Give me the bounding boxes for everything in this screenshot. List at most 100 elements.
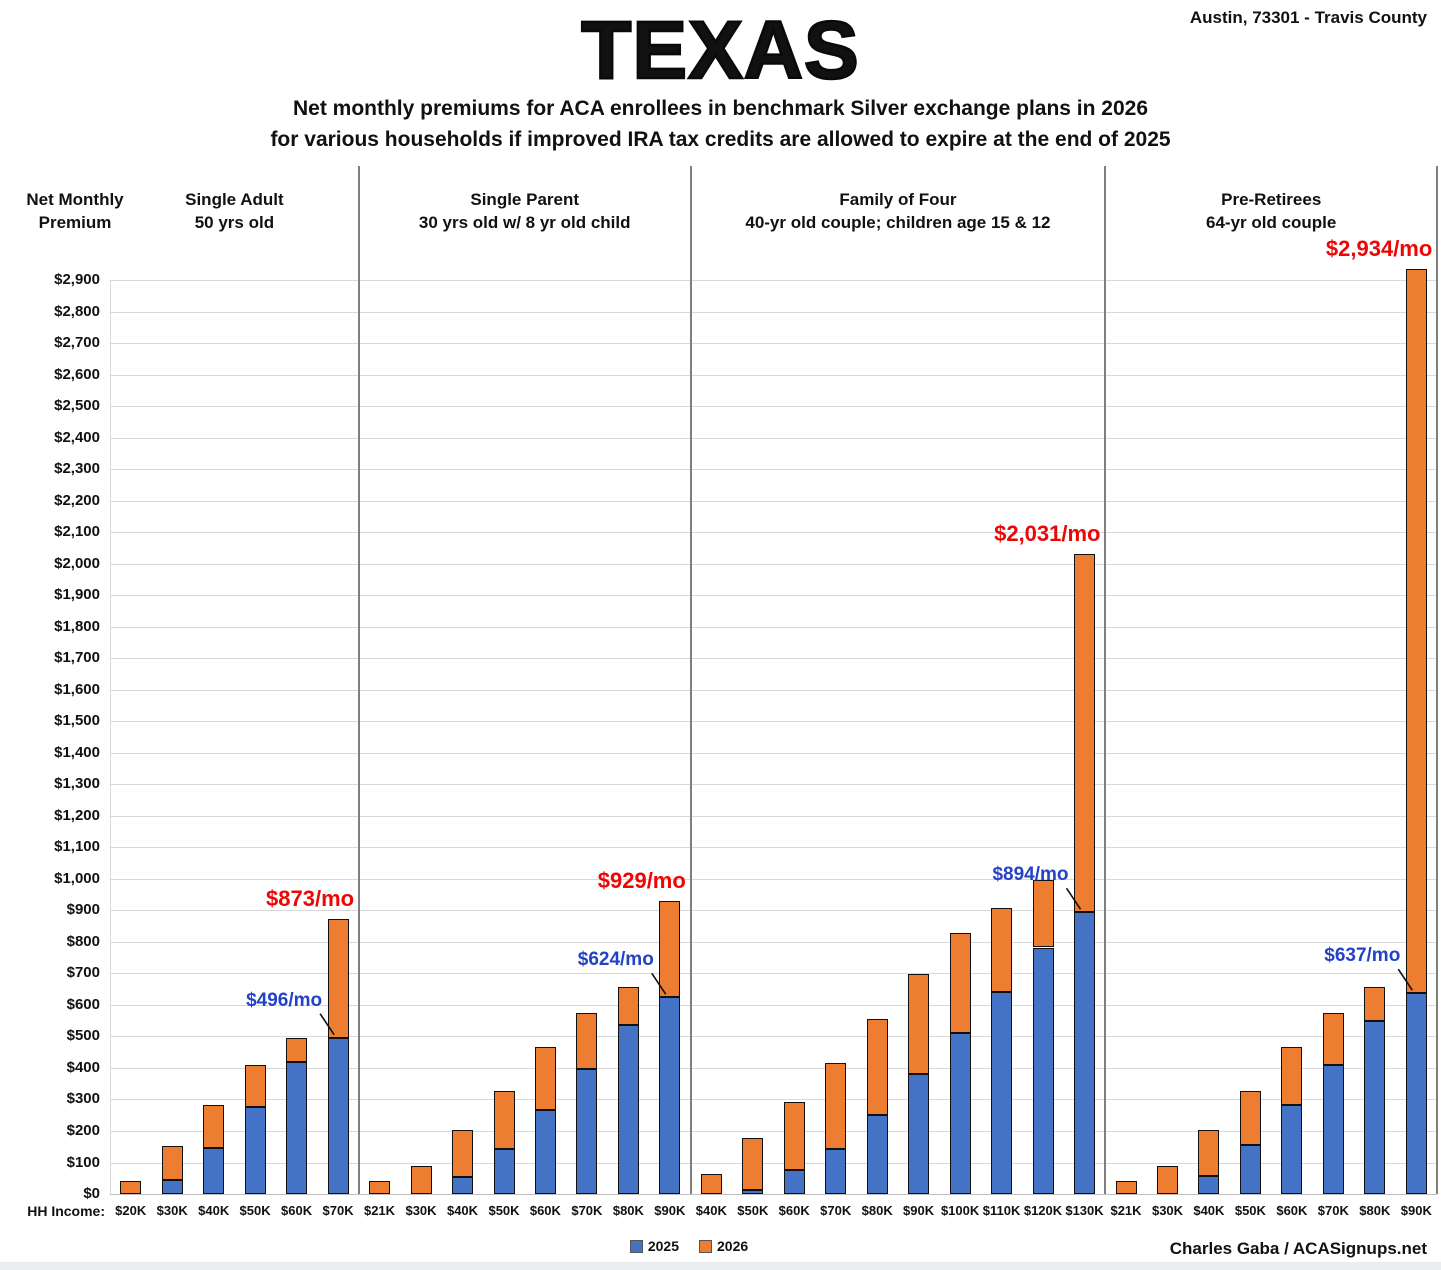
x-axis-tick-label: $130K bbox=[1065, 1203, 1104, 1218]
gridline bbox=[110, 437, 1437, 439]
y-axis-tick-label: $2,700 bbox=[54, 334, 100, 351]
bar-segment-2026 bbox=[825, 1063, 847, 1150]
x-axis-tick-label: $70K bbox=[1317, 1203, 1349, 1218]
chart-legend: 2025 2026 bbox=[0, 1238, 1378, 1254]
bar-segment-2025 bbox=[949, 1032, 971, 1194]
x-axis-tick-label: $21K bbox=[1110, 1203, 1142, 1218]
bar-segment-2026 bbox=[949, 933, 971, 1033]
chart-title: TEXAS bbox=[0, 4, 1441, 98]
bar-segment-2026 bbox=[327, 918, 349, 1038]
gridline bbox=[110, 1099, 1437, 1101]
y-axis-tick-label: $2,200 bbox=[54, 491, 100, 509]
bar-segment-2025 bbox=[825, 1149, 847, 1194]
y-axis-tick-label: $200 bbox=[66, 1122, 100, 1139]
callout-2026-label: $929/mo bbox=[597, 868, 686, 894]
x-axis-tick-label: $50K bbox=[239, 1203, 271, 1218]
panel-title-line2: 40-yr old couple; children age 15 & 12 bbox=[745, 213, 1051, 232]
y-axis-tick-label: $400 bbox=[66, 1058, 100, 1076]
x-axis-tick-label: $80K bbox=[861, 1203, 893, 1218]
legend-item-2025: 2025 bbox=[629, 1238, 679, 1254]
chart-subtitle-line2: for various households if improved IRA t… bbox=[270, 128, 1171, 151]
x-axis-tick-label: $40K bbox=[198, 1203, 230, 1218]
gridline bbox=[110, 784, 1437, 786]
gridline bbox=[110, 563, 1437, 565]
bar-segment-2026 bbox=[1281, 1046, 1303, 1105]
bar-segment-2026 bbox=[1115, 1181, 1137, 1194]
y-axis-tick-label: $900 bbox=[66, 901, 100, 919]
x-axis-tick-label: $120K bbox=[1023, 1203, 1063, 1218]
bar-segment-2025 bbox=[1405, 993, 1427, 1194]
bar-segment-2025 bbox=[1364, 1020, 1386, 1194]
y-axis-tick-label: $1,700 bbox=[54, 649, 100, 667]
x-axis-tick-label: $70K bbox=[571, 1203, 603, 1218]
x-axis-tick-label: $30K bbox=[1151, 1203, 1184, 1218]
location-label: Austin, 73301 - Travis County bbox=[1190, 8, 1427, 28]
location-text: Austin, 73301 - Travis County bbox=[1189, 8, 1427, 27]
x-axis-tick-label: $60K bbox=[529, 1203, 561, 1218]
callout-2026-label: $873/mo bbox=[266, 885, 355, 911]
x-axis-tick-label: $100K bbox=[940, 1203, 980, 1218]
bar-segment-2025 bbox=[1322, 1065, 1344, 1194]
gridline bbox=[110, 847, 1437, 849]
gridline bbox=[110, 343, 1437, 344]
bar-segment-2025 bbox=[1198, 1175, 1220, 1194]
bar-segment-2026 bbox=[576, 1012, 598, 1069]
callout-2025-label: $624/mo bbox=[577, 949, 654, 971]
bar-segment-2025 bbox=[1074, 912, 1095, 1194]
panel-title-line2: 50 yrs old bbox=[194, 213, 275, 232]
panel-title-line1: Single Parent bbox=[470, 190, 580, 209]
x-axis-tick-label: $70K bbox=[322, 1203, 354, 1218]
x-axis-tick-label: $50K bbox=[488, 1203, 520, 1218]
callout-2025-label: $637/mo bbox=[1324, 945, 1401, 967]
gridline bbox=[110, 500, 1437, 502]
x-axis-tick-label: $40K bbox=[695, 1203, 727, 1218]
legend-label-2026: 2026 bbox=[717, 1238, 749, 1254]
y-axis-tick-label: $1,600 bbox=[54, 680, 100, 698]
bar-segment-2025 bbox=[617, 1025, 639, 1194]
x-axis-tick-label: $90K bbox=[903, 1203, 935, 1218]
x-axis-tick-label: $30K bbox=[405, 1203, 437, 1218]
x-axis-tick-label: $50K bbox=[737, 1203, 769, 1218]
callout-2026-label: $2,934/mo bbox=[1325, 236, 1433, 262]
y-axis-tick-label: $1,000 bbox=[54, 869, 100, 887]
gridline bbox=[110, 1131, 1437, 1132]
footer-credit: Charles Gaba / ACASignups.net bbox=[1169, 1239, 1427, 1258]
panel-header: Single Adult 50 yrs old bbox=[110, 188, 359, 234]
bar-segment-2026 bbox=[286, 1038, 308, 1062]
gridline bbox=[110, 1067, 1437, 1069]
panel-divider bbox=[1436, 166, 1438, 1194]
bar-segment-2025 bbox=[659, 997, 681, 1194]
panel-header: Family of Four 40-yr old couple; children… bbox=[691, 188, 1106, 234]
y-axis-tick-label: $1,100 bbox=[54, 838, 100, 856]
bar-segment-2026 bbox=[1032, 880, 1054, 948]
x-axis-header: HH Income: bbox=[27, 1203, 105, 1219]
bar-segment-2026 bbox=[1198, 1130, 1220, 1176]
gridline bbox=[110, 626, 1437, 628]
x-axis-tick-label: $70K bbox=[820, 1203, 852, 1218]
gridline bbox=[110, 973, 1437, 975]
y-axis-tick-label: $300 bbox=[66, 1090, 100, 1108]
y-axis-tick-label: $0 bbox=[83, 1185, 100, 1202]
y-axis-tick-label: $1,300 bbox=[54, 775, 100, 793]
bar-segment-2025 bbox=[244, 1107, 266, 1194]
x-axis-tick-label: $60K bbox=[1276, 1203, 1308, 1218]
y-axis-tick-label: $1,200 bbox=[54, 806, 100, 824]
bar-segment-2025 bbox=[161, 1179, 183, 1194]
x-axis-tick-label: $40K bbox=[446, 1203, 479, 1218]
bar-segment-2025 bbox=[327, 1037, 349, 1194]
gridline bbox=[110, 311, 1437, 313]
gridline bbox=[110, 815, 1437, 817]
panel-title-line1: Pre-Retirees bbox=[1221, 190, 1322, 209]
y-axis-tick-label: $2,000 bbox=[54, 554, 100, 572]
y-axis-header-line2: Premium bbox=[38, 213, 112, 232]
gridline bbox=[110, 532, 1437, 534]
panel-header: Single Parent 30 yrs old w/ 8 yr old chil… bbox=[359, 188, 691, 234]
bar-segment-2025 bbox=[908, 1073, 930, 1194]
x-axis-tick-label: $20K bbox=[115, 1203, 147, 1218]
x-axis-tick-label: $60K bbox=[281, 1203, 313, 1218]
legend-swatch-2025 bbox=[629, 1239, 643, 1253]
bar-segment-2025 bbox=[576, 1068, 598, 1194]
legend-swatch-2026 bbox=[699, 1239, 712, 1253]
y-axis-tick-label: $700 bbox=[66, 964, 100, 982]
